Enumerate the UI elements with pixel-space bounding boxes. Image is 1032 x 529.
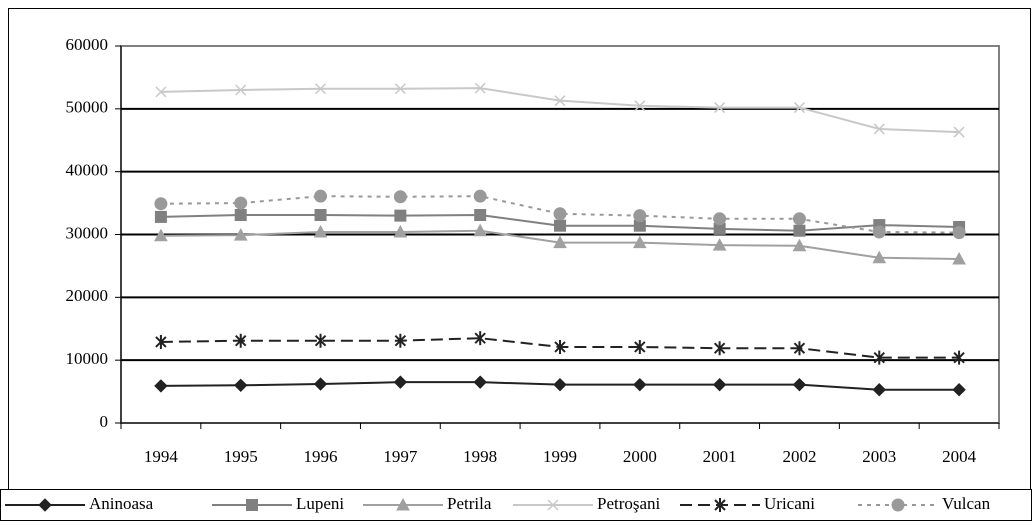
y-tick-label: 60000 — [66, 35, 109, 54]
y-tick-label: 20000 — [66, 286, 109, 305]
marker — [473, 189, 487, 203]
marker — [952, 226, 966, 240]
marker — [792, 238, 807, 252]
marker — [154, 197, 168, 211]
marker — [713, 212, 727, 226]
marker — [872, 225, 886, 239]
marker — [393, 190, 407, 204]
marker — [394, 83, 406, 95]
marker — [234, 209, 247, 222]
marker — [394, 333, 407, 348]
y-tick-label: 0 — [100, 412, 109, 431]
marker — [154, 228, 168, 242]
x-tick-label: 1999 — [543, 447, 577, 466]
marker — [233, 228, 248, 241]
marker — [235, 333, 247, 348]
chart-frame — [8, 8, 1031, 521]
marker — [393, 375, 408, 389]
marker — [792, 212, 806, 226]
marker — [891, 498, 905, 512]
marker — [473, 223, 488, 237]
legend-label: Vulcan — [942, 494, 991, 513]
marker — [474, 82, 486, 94]
marker — [632, 235, 647, 249]
x-tick-label: 2001 — [703, 447, 737, 466]
x-tick-label: 1998 — [463, 447, 497, 466]
marker — [474, 209, 487, 222]
marker — [314, 189, 328, 203]
y-tick-label: 10000 — [66, 349, 109, 368]
series-line — [160, 195, 960, 234]
x-tick-label: 2000 — [623, 447, 657, 466]
legend-label: Aninoasa — [89, 494, 154, 513]
marker — [792, 377, 807, 392]
marker — [793, 341, 806, 356]
marker — [952, 251, 966, 265]
marker — [474, 331, 486, 346]
marker — [235, 84, 247, 96]
marker — [634, 339, 646, 354]
marker — [314, 209, 327, 222]
marker — [714, 498, 726, 512]
y-tick-label: 50000 — [66, 98, 109, 117]
x-tick-label: 2003 — [862, 447, 896, 466]
marker — [713, 341, 726, 356]
marker — [712, 377, 727, 392]
marker — [396, 497, 410, 511]
marker — [154, 210, 167, 223]
marker — [634, 100, 646, 112]
marker — [234, 196, 248, 210]
marker — [793, 102, 805, 114]
marker — [313, 224, 328, 238]
marker — [155, 334, 167, 349]
x-tick-label: 2002 — [782, 447, 816, 466]
legend-label: Petroşani — [597, 494, 661, 513]
marker — [872, 250, 887, 264]
x-tick-label: 1995 — [224, 447, 258, 466]
marker — [315, 83, 327, 95]
marker — [246, 499, 258, 511]
marker — [553, 207, 567, 221]
marker — [155, 86, 167, 98]
marker — [953, 350, 965, 365]
marker — [38, 498, 52, 512]
legend-label: Uricani — [764, 494, 815, 513]
marker — [872, 382, 886, 397]
marker — [873, 123, 885, 135]
x-tick-label: 2004 — [942, 447, 977, 466]
marker — [554, 219, 566, 232]
y-tick-label: 30000 — [66, 223, 109, 242]
marker — [154, 379, 168, 393]
marker — [554, 95, 566, 107]
marker — [313, 377, 328, 391]
marker — [547, 499, 559, 511]
marker — [714, 102, 726, 114]
marker — [473, 375, 487, 389]
marker — [633, 209, 647, 223]
marker — [234, 378, 248, 393]
x-tick-label: 1994 — [144, 447, 179, 466]
legend-label: Lupeni — [296, 494, 344, 513]
marker — [712, 238, 727, 251]
marker — [953, 126, 965, 138]
x-tick-label: 1997 — [383, 447, 418, 466]
marker — [553, 235, 567, 249]
marker — [393, 224, 408, 238]
marker — [314, 333, 327, 348]
legend-label: Petrila — [447, 494, 492, 513]
x-tick-label: 1996 — [304, 447, 338, 466]
marker — [394, 209, 407, 222]
marker — [793, 224, 806, 237]
marker — [554, 339, 566, 354]
marker — [873, 350, 885, 365]
marker — [553, 377, 567, 392]
marker — [633, 377, 647, 392]
y-tick-label: 40000 — [66, 161, 109, 180]
marker — [952, 382, 966, 397]
